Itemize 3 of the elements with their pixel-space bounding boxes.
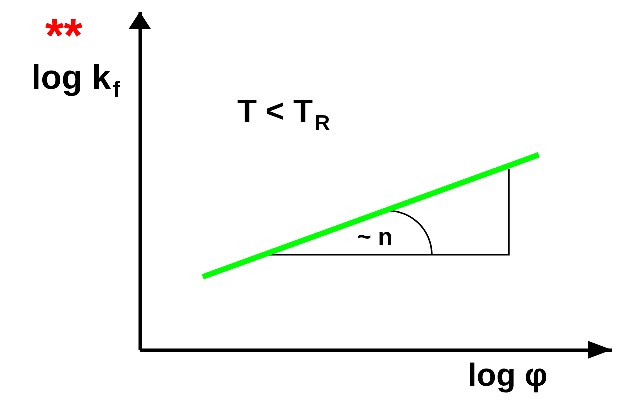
annotation: ~ n	[357, 224, 393, 252]
text: **	[45, 10, 83, 63]
x-axis-title: log φ	[468, 357, 548, 393]
